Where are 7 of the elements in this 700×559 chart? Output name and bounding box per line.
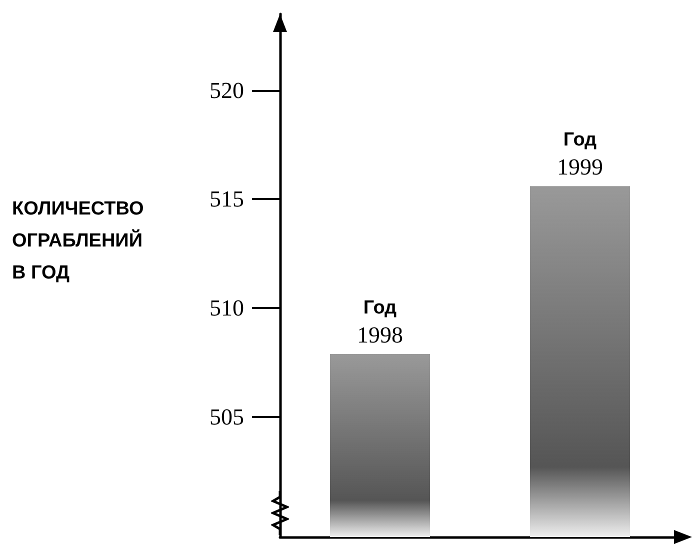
x-tick-label: Год 1998	[357, 297, 403, 348]
y-tick-label: 510	[210, 296, 244, 321]
x-tick-label: Год 1999	[557, 130, 603, 180]
y-tick-label: 515	[210, 186, 244, 212]
y-tick-label: 505	[210, 404, 244, 430]
y-tick-label: 520	[210, 78, 244, 103]
y-axis-title: КОЛИЧЕСТВО ОГРАБЛЕНИЙ В ГОД	[12, 198, 144, 284]
